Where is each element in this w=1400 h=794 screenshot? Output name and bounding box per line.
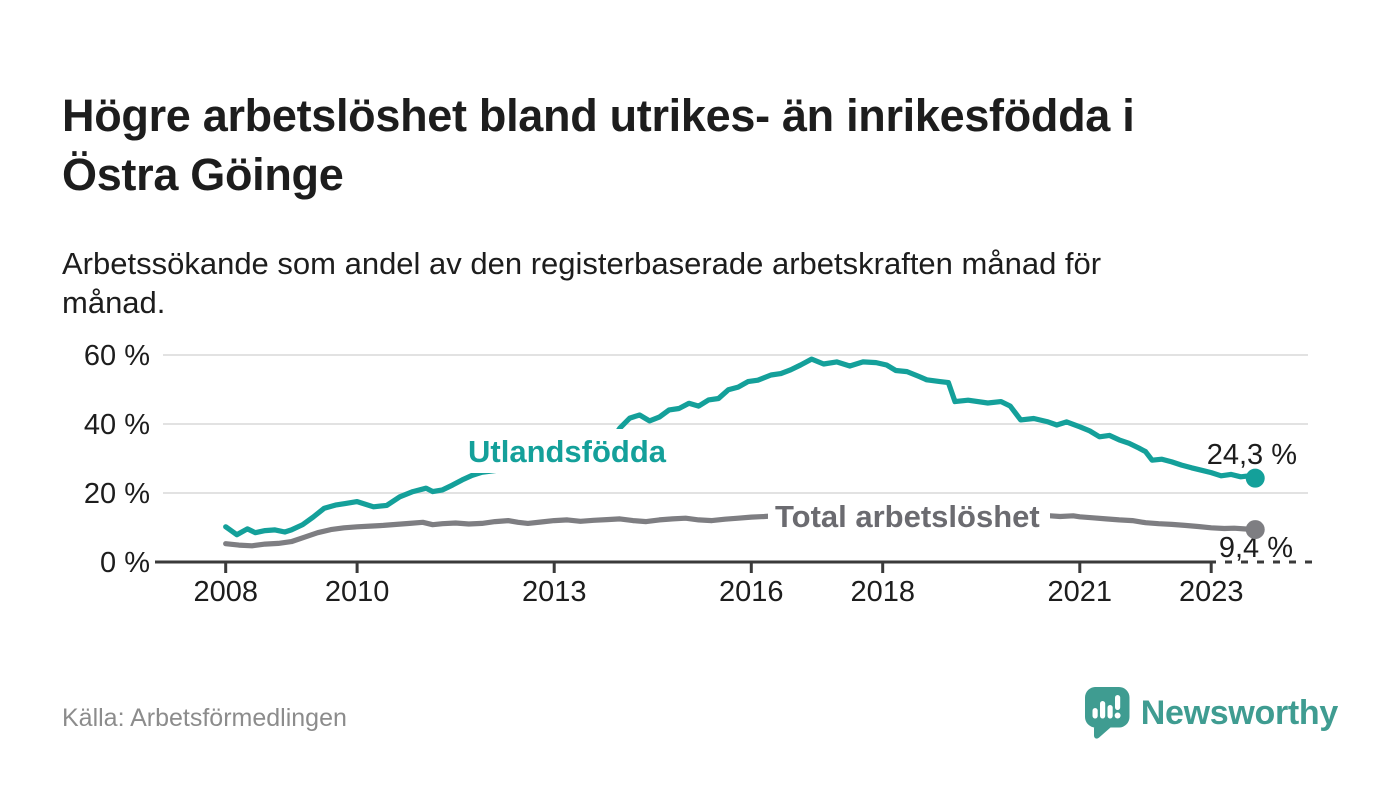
x-axis-tick-label-2013: 2013 bbox=[522, 576, 587, 608]
x-axis-tick-label-2023: 2023 bbox=[1179, 576, 1244, 608]
chart-subtitle: Arbetssökande som andel av den registerb… bbox=[62, 244, 1312, 322]
newsworthy-icon bbox=[1084, 687, 1130, 739]
end-dot-total bbox=[1245, 520, 1265, 540]
y-axis-tick-label: 60 % bbox=[84, 340, 150, 372]
series-label-utlandsfodda: Utlandsfödda bbox=[468, 434, 667, 469]
bar-2 bbox=[1099, 701, 1105, 719]
chart-title-line-2: Östra Göinge bbox=[62, 149, 344, 201]
series-line-utlandsfodda bbox=[223, 356, 1258, 538]
series-line-total bbox=[223, 512, 1258, 549]
speech-bubble-shape bbox=[1084, 687, 1130, 739]
chart-subtitle-line-2: månad. bbox=[62, 285, 166, 320]
end-dot-utlandsfodda bbox=[1245, 468, 1265, 488]
x-axis-tick-label-2021: 2021 bbox=[1048, 576, 1113, 608]
chart-title: Högre arbetslöshet bland utrikes- än inr… bbox=[62, 86, 1377, 204]
source-note: Källa: Arbetsförmedlingen bbox=[62, 704, 347, 732]
series-label-mask-utlandsfodda bbox=[455, 429, 687, 473]
exclamation-bar bbox=[1114, 695, 1120, 710]
y-axis-tick-label: 20 % bbox=[84, 478, 150, 510]
x-axis-tick-label-2008: 2008 bbox=[193, 576, 258, 608]
bar-1 bbox=[1092, 708, 1098, 719]
chart-subtitle-line-1: Arbetssökande som andel av den registerb… bbox=[62, 246, 1102, 281]
newsworthy-wordmark: Newsworthy bbox=[1140, 694, 1339, 732]
end-label-mask-total bbox=[1214, 534, 1310, 559]
x-axis-tick-label-2016: 2016 bbox=[719, 576, 784, 608]
newsworthy-logo: Newsworthy bbox=[1084, 687, 1339, 740]
y-axis-tick-label: 0 % bbox=[100, 547, 150, 579]
x-axis-tick-label-2010: 2010 bbox=[325, 576, 390, 608]
end-value-label-utlandsfodda: 24,3 % bbox=[1207, 439, 1297, 471]
bar-3 bbox=[1107, 705, 1113, 719]
y-axis-tick-label: 40 % bbox=[84, 409, 150, 441]
x-axis-tick-label-2018: 2018 bbox=[850, 576, 915, 608]
chart-title-line-1: Högre arbetslöshet bland utrikes- än inr… bbox=[62, 90, 1135, 142]
exclamation-dot bbox=[1114, 712, 1121, 719]
series-label-mask-total bbox=[768, 494, 1050, 533]
series-label-total: Total arbetslöshet bbox=[775, 499, 1040, 534]
